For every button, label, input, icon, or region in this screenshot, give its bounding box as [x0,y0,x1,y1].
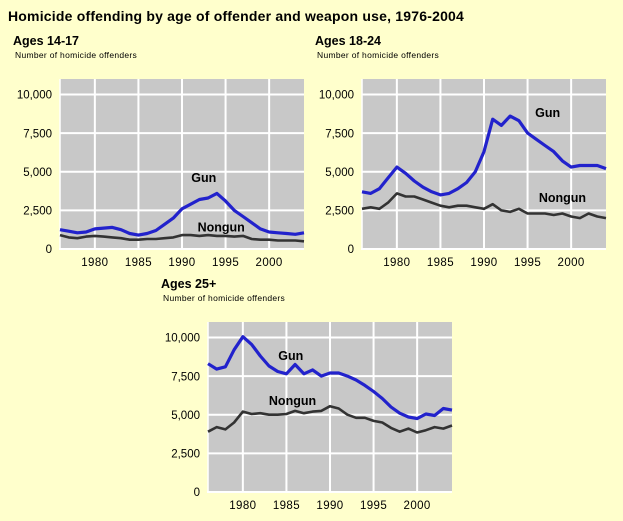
nongun-series-line [361,192,607,220]
y-tick-label: 7,500 [325,128,354,140]
x-tick-label: 1995 [360,500,387,512]
chart-ages-25-plus: Ages 25+ Number of homicide offenders 0 2… [156,276,466,520]
y-tick-label: 0 [46,244,52,256]
y-tick-label: 0 [194,487,200,499]
y-tick-label: 7,500 [171,371,200,383]
line-chart-ages-25-plus: 0 2,500 5,000 7,500 10,000 1980 1985 1990 1995 20… [165,322,453,512]
x-tick-label: 1990 [316,500,343,512]
x-tick-label: 1990 [168,257,195,269]
chart-title: Ages 25+ [161,277,217,291]
chart-ages-14-17: Ages 14-17 Number of homicide offenders … [8,33,318,277]
x-tick-label: 1980 [81,257,108,269]
chart-ages-18-24: Ages 18-24 Number of homicide offenders … [310,33,620,277]
x-tick-label: 1995 [212,257,239,269]
chart-title: Ages 14-17 [13,34,80,48]
x-tick-label: 2000 [558,257,585,269]
y-tick-label: 7,500 [23,128,52,140]
nongun-series-line [59,233,305,243]
y-tick-label: 5,000 [23,167,52,179]
line-chart-ages-18-24: 0 2,500 5,000 7,500 10,000 1980 1985 1990 1995 20… [319,79,607,269]
chart-title: Ages 18-24 [315,34,382,48]
y-tick-label: 10,000 [165,333,200,345]
nongun-series-label: Nongun [198,220,245,234]
y-tick-label: 2,500 [325,206,354,218]
page-title: Homicide offending by age of offender an… [8,8,465,24]
x-tick-label: 1990 [470,257,497,269]
y-tick-label: 2,500 [23,206,52,218]
x-tick-label: 1985 [125,257,152,269]
line-chart-ages-14-17: 0 2,500 5,000 7,500 10,000 1980 1985 1990 1995 20… [17,79,305,269]
y-tick-label: 0 [348,244,354,256]
chart-y-axis-caption: Number of homicide offenders [317,50,440,60]
chart-y-axis-caption: Number of homicide offenders [15,50,138,60]
gun-series-label: Gun [278,349,303,363]
nongun-series-line [207,404,453,434]
y-tick-label: 2,500 [171,449,200,461]
gun-series-label: Gun [191,171,216,185]
nongun-series-label: Nongun [269,394,316,408]
x-tick-label: 1985 [427,257,454,269]
nongun-series-label: Nongun [539,191,586,205]
y-tick-label: 5,000 [325,167,354,179]
x-tick-label: 2000 [256,257,283,269]
chart-y-axis-caption: Number of homicide offenders [163,293,286,303]
gun-series-label: Gun [535,106,560,120]
x-tick-label: 2000 [404,500,431,512]
y-tick-label: 10,000 [17,90,52,102]
x-tick-label: 1980 [383,257,410,269]
gun-series-line [361,114,607,197]
y-tick-label: 5,000 [171,410,200,422]
x-tick-label: 1980 [229,500,256,512]
x-tick-label: 1985 [273,500,300,512]
x-tick-label: 1995 [514,257,541,269]
gun-series-line [59,191,305,237]
y-tick-label: 10,000 [319,90,354,102]
gun-series-line [207,335,453,421]
